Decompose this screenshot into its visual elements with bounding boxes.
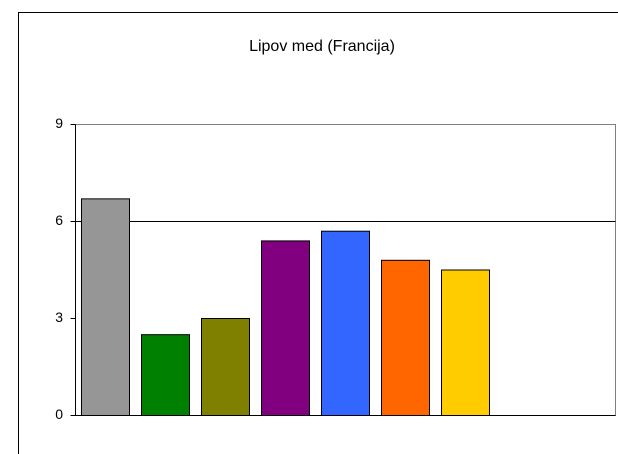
y-tick-label: 0 <box>55 406 63 422</box>
chart-title: Lipov med (Francija) <box>249 38 395 55</box>
y-tick-label: 6 <box>55 212 63 228</box>
bar <box>441 269 490 416</box>
y-tick-label: 3 <box>55 309 63 325</box>
bar <box>381 259 430 416</box>
bar <box>141 334 190 416</box>
bar <box>261 240 310 416</box>
bar <box>321 230 370 416</box>
bar <box>81 198 130 416</box>
bar <box>201 318 250 416</box>
y-tick-label: 9 <box>55 115 63 131</box>
